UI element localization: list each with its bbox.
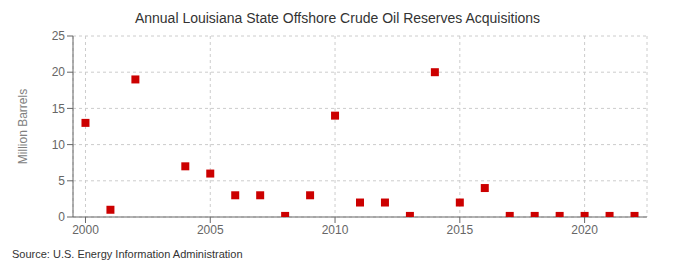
svg-text:5: 5	[58, 174, 65, 188]
svg-text:Million Barrels: Million Barrels	[16, 89, 30, 164]
svg-text:10: 10	[52, 138, 66, 152]
svg-text:0: 0	[58, 210, 65, 224]
svg-text:2005: 2005	[197, 223, 224, 237]
svg-text:20: 20	[52, 65, 66, 79]
svg-text:2000: 2000	[72, 223, 99, 237]
svg-text:15: 15	[52, 102, 66, 116]
svg-text:2015: 2015	[446, 223, 473, 237]
svg-text:2020: 2020	[571, 223, 598, 237]
svg-text:25: 25	[52, 29, 66, 43]
html-text:Annual Louisiana State Offshor: Annual Louisiana State Offshore Crude Oi…	[134, 10, 541, 26]
html-text:Source: U.S. Energy Informatio: Source: U.S. Energy Information Administ…	[12, 248, 243, 260]
svg-text:2010: 2010	[322, 223, 349, 237]
